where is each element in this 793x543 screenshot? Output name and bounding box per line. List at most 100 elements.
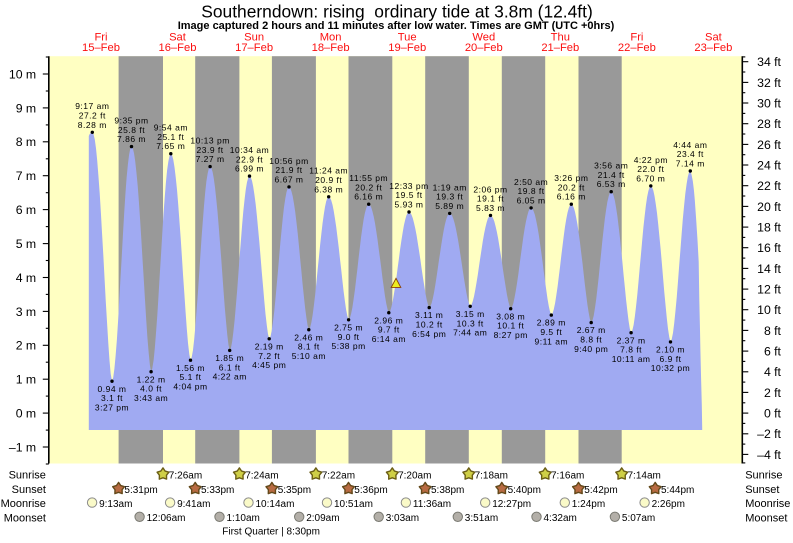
svg-text:3: 3 bbox=[16, 305, 23, 319]
svg-text:20–Feb: 20–Feb bbox=[465, 42, 503, 54]
svg-text:ft: ft bbox=[774, 117, 781, 131]
svg-text:3.08 m: 3.08 m bbox=[496, 311, 525, 321]
svg-text:7:18am: 7:18am bbox=[475, 471, 508, 482]
svg-text:4:44 am: 4:44 am bbox=[673, 140, 707, 150]
svg-text:9:17 am: 9:17 am bbox=[75, 101, 109, 111]
svg-text:m: m bbox=[26, 271, 36, 285]
svg-text:1.22 m: 1.22 m bbox=[137, 374, 166, 384]
svg-text:Moonrise: Moonrise bbox=[745, 498, 790, 510]
svg-text:7.14 m: 7.14 m bbox=[676, 159, 705, 169]
svg-text:7: 7 bbox=[16, 169, 23, 183]
svg-text:ft: ft bbox=[774, 365, 781, 379]
svg-text:Mon: Mon bbox=[320, 31, 342, 43]
svg-text:7.2 ft: 7.2 ft bbox=[258, 351, 280, 361]
svg-text:11:55 pm: 11:55 pm bbox=[349, 173, 388, 183]
svg-text:10: 10 bbox=[9, 67, 23, 81]
svg-text:Sunrise: Sunrise bbox=[745, 470, 782, 482]
svg-text:22.9 ft: 22.9 ft bbox=[236, 154, 263, 164]
svg-text:10:51am: 10:51am bbox=[334, 499, 373, 510]
svg-text:8: 8 bbox=[16, 135, 23, 149]
svg-text:7.27 m: 7.27 m bbox=[196, 154, 225, 164]
svg-text:Fri: Fri bbox=[630, 31, 643, 43]
svg-text:19.5 ft: 19.5 ft bbox=[395, 190, 422, 200]
svg-text:32: 32 bbox=[757, 76, 771, 90]
svg-text:4: 4 bbox=[764, 365, 771, 379]
svg-text:8:27 pm: 8:27 pm bbox=[494, 330, 528, 340]
svg-text:9.7 ft: 9.7 ft bbox=[378, 325, 400, 335]
svg-text:5.1 ft: 5.1 ft bbox=[180, 372, 202, 382]
svg-text:9:40 pm: 9:40 pm bbox=[574, 344, 608, 354]
svg-text:Sat: Sat bbox=[705, 31, 723, 43]
svg-text:26: 26 bbox=[757, 138, 771, 152]
svg-text:6.67 m: 6.67 m bbox=[275, 174, 304, 184]
svg-text:ft: ft bbox=[774, 179, 781, 193]
svg-text:34: 34 bbox=[757, 55, 771, 69]
svg-text:7.65 m: 7.65 m bbox=[156, 141, 185, 151]
svg-text:6:54 pm: 6:54 pm bbox=[412, 329, 446, 339]
svg-text:27.2 ft: 27.2 ft bbox=[79, 111, 106, 121]
svg-text:10.1 ft: 10.1 ft bbox=[497, 321, 524, 331]
svg-text:Southerndown: rising ordinary: Southerndown: rising ordinary tide at 3.… bbox=[201, 1, 593, 21]
svg-text:11:24 am: 11:24 am bbox=[309, 166, 348, 176]
svg-text:2.19 m: 2.19 m bbox=[255, 341, 284, 351]
svg-text:24: 24 bbox=[757, 158, 771, 172]
svg-text:2:26pm: 2:26pm bbox=[652, 499, 685, 510]
svg-text:Image captured 2 hours and 11: Image captured 2 hours and 11 minutes af… bbox=[178, 20, 615, 32]
svg-text:8.28 m: 8.28 m bbox=[78, 120, 107, 130]
svg-text:28: 28 bbox=[757, 117, 771, 131]
svg-text:2.96 m: 2.96 m bbox=[374, 315, 403, 325]
svg-text:ft: ft bbox=[774, 345, 781, 359]
svg-text:1:19 am: 1:19 am bbox=[433, 182, 467, 192]
svg-text:2.89 m: 2.89 m bbox=[537, 318, 566, 328]
svg-text:20.2 ft: 20.2 ft bbox=[355, 182, 382, 192]
svg-text:7:22am: 7:22am bbox=[322, 471, 355, 482]
svg-text:5.89 m: 5.89 m bbox=[435, 201, 464, 211]
svg-text:18–Feb: 18–Feb bbox=[312, 42, 350, 54]
svg-text:4:22 am: 4:22 am bbox=[213, 372, 247, 382]
svg-text:9: 9 bbox=[16, 101, 23, 115]
svg-text:23.4 ft: 23.4 ft bbox=[677, 149, 704, 159]
svg-text:ft: ft bbox=[774, 262, 781, 276]
svg-text:10.3 ft: 10.3 ft bbox=[457, 318, 484, 328]
svg-text:1: 1 bbox=[16, 373, 23, 387]
svg-text:10:34 am: 10:34 am bbox=[230, 145, 269, 155]
svg-text:m: m bbox=[26, 373, 36, 387]
svg-text:Moonrise: Moonrise bbox=[1, 498, 46, 510]
svg-text:6.05 m: 6.05 m bbox=[517, 195, 546, 205]
svg-text:7:16am: 7:16am bbox=[551, 471, 584, 482]
svg-text:7:14am: 7:14am bbox=[628, 471, 661, 482]
svg-text:16–Feb: 16–Feb bbox=[159, 42, 197, 54]
svg-text:–2: –2 bbox=[757, 427, 771, 441]
svg-text:1.56 m: 1.56 m bbox=[176, 363, 205, 373]
svg-text:21.9 ft: 21.9 ft bbox=[275, 165, 302, 175]
svg-text:ft: ft bbox=[774, 76, 781, 90]
svg-text:Fri: Fri bbox=[94, 31, 107, 43]
svg-text:0: 0 bbox=[16, 407, 23, 421]
svg-text:m: m bbox=[26, 135, 36, 149]
svg-text:m: m bbox=[26, 67, 36, 81]
svg-text:4:22 pm: 4:22 pm bbox=[634, 155, 668, 165]
svg-text:m: m bbox=[26, 237, 36, 251]
svg-text:11:36am: 11:36am bbox=[413, 499, 451, 510]
svg-text:ft: ft bbox=[774, 427, 781, 441]
svg-text:ft: ft bbox=[774, 324, 781, 338]
svg-text:–4: –4 bbox=[757, 448, 771, 462]
svg-text:9:41am: 9:41am bbox=[177, 499, 210, 510]
svg-text:ft: ft bbox=[774, 138, 781, 152]
svg-text:ft: ft bbox=[774, 200, 781, 214]
svg-text:5:33pm: 5:33pm bbox=[201, 485, 234, 496]
svg-text:4:32am: 4:32am bbox=[544, 513, 577, 524]
svg-text:19.3 ft: 19.3 ft bbox=[436, 192, 463, 202]
svg-text:7.86 m: 7.86 m bbox=[117, 134, 146, 144]
svg-text:9:11 am: 9:11 am bbox=[535, 336, 569, 346]
svg-text:0.94 m: 0.94 m bbox=[98, 384, 127, 394]
svg-text:7:20am: 7:20am bbox=[398, 471, 431, 482]
svg-text:1:24pm: 1:24pm bbox=[572, 499, 605, 510]
svg-text:–1: –1 bbox=[9, 440, 23, 454]
svg-text:8: 8 bbox=[764, 324, 771, 338]
svg-text:6.38 m: 6.38 m bbox=[314, 184, 343, 194]
svg-text:5:38 pm: 5:38 pm bbox=[331, 341, 365, 351]
svg-text:0: 0 bbox=[764, 407, 771, 421]
svg-text:3.1 ft: 3.1 ft bbox=[101, 393, 123, 403]
svg-text:7:24am: 7:24am bbox=[245, 471, 278, 482]
